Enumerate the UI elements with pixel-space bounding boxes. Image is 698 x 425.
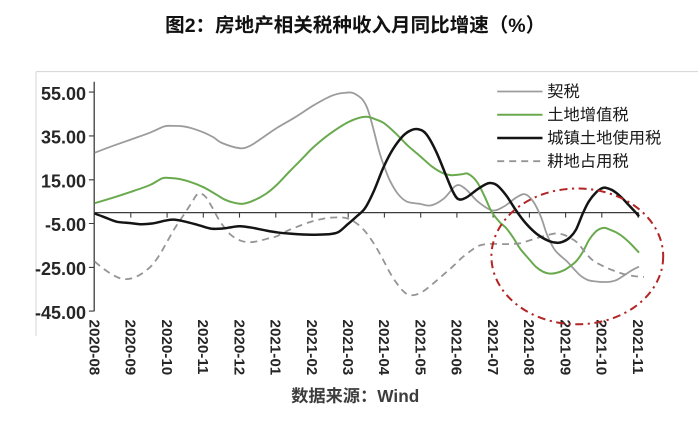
- svg-text:-25.00: -25.00: [35, 259, 86, 279]
- svg-text:W: W: [377, 386, 394, 406]
- svg-text:2021-07: 2021-07: [484, 320, 501, 376]
- svg-text:%: %: [508, 15, 525, 37]
- svg-text:2021-01: 2021-01: [267, 320, 284, 376]
- svg-text:55.00: 55.00: [41, 84, 86, 104]
- svg-text:i: i: [393, 386, 398, 406]
- svg-text:n: n: [398, 386, 409, 406]
- svg-text:-45.00: -45.00: [35, 303, 86, 323]
- svg-text:2021-09: 2021-09: [556, 320, 573, 376]
- svg-text:2: 2: [185, 15, 196, 37]
- svg-text:2020-12: 2020-12: [230, 320, 247, 376]
- svg-text:2021-05: 2021-05: [412, 320, 429, 376]
- svg-text:2021-02: 2021-02: [303, 320, 320, 376]
- svg-text:2021-11: 2021-11: [629, 320, 646, 375]
- svg-text:2020-09: 2020-09: [122, 320, 139, 376]
- svg-text:2021-10: 2021-10: [593, 320, 610, 376]
- svg-text:2021-04: 2021-04: [375, 320, 392, 376]
- svg-text:d: d: [409, 386, 420, 406]
- svg-text:-5.00: -5.00: [45, 215, 86, 235]
- svg-text:15.00: 15.00: [41, 171, 86, 191]
- svg-text:2020-08: 2020-08: [85, 320, 102, 376]
- svg-text:2021-06: 2021-06: [448, 320, 465, 376]
- svg-text:2020-10: 2020-10: [158, 320, 175, 376]
- svg-text:2021-03: 2021-03: [339, 320, 356, 376]
- svg-text:2021-08: 2021-08: [520, 320, 537, 376]
- svg-text:35.00: 35.00: [41, 128, 86, 148]
- svg-text:2020-11: 2020-11: [194, 320, 211, 375]
